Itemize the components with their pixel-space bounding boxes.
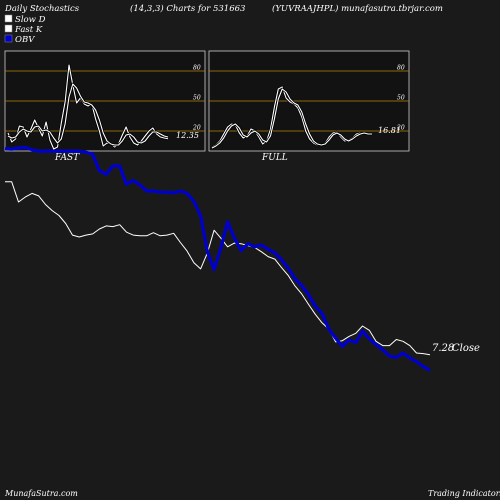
close-series-label: Close (452, 343, 480, 354)
footer-left: MunafaSutra.com (4, 489, 78, 498)
fast-stochastic-panel: 20 50 80 12.35 FAST (4, 50, 206, 163)
fast-tick-label-20: 20 (192, 125, 201, 132)
full-series-1-line (211, 88, 372, 149)
legend-swatch-slow-d (4, 14, 13, 23)
fast-tick-label-50: 50 (193, 95, 201, 102)
legend-label-slow-d: Slow D (15, 15, 46, 25)
obv-line (4, 145, 431, 372)
legend-swatch-obv (4, 34, 13, 43)
full-last-value-label: 16.81 (378, 126, 401, 135)
fast-series-0-line (7, 64, 169, 150)
header-left: Daily Stochastics (4, 4, 80, 14)
close-last-value-label: 7.28 (432, 343, 454, 354)
fast-last-value-label: 12.35 (176, 131, 199, 140)
full-tick-label-50: 50 (397, 95, 405, 102)
footer-right: Trading Indicators (428, 489, 500, 498)
legend-label-fast-k: Fast K (14, 25, 43, 35)
header-right: (YUVRAAJHPL) munafasutra.tbrjar.com (272, 3, 443, 14)
full-tick-label-80: 80 (397, 65, 405, 72)
fast-panel-title: FAST (54, 153, 80, 163)
legend-label-obv: OBV (15, 35, 35, 45)
fast-tick-label-80: 80 (193, 65, 201, 72)
full-series-0-line (211, 86, 373, 148)
full-panel-title: FULL (261, 153, 288, 163)
fast-series-1-line (7, 83, 169, 146)
full-stochastic-panel: 20 50 80 16.81 FULL (208, 50, 410, 163)
legend: Slow D Fast K OBV (4, 14, 46, 45)
full-tick-label-20: 20 (396, 125, 405, 132)
legend-swatch-fast-k (4, 24, 13, 33)
close-price-line (5, 181, 431, 356)
price-obv-plot (4, 145, 431, 372)
header-middle: (14,3,3) Charts for 531663 (130, 3, 245, 14)
